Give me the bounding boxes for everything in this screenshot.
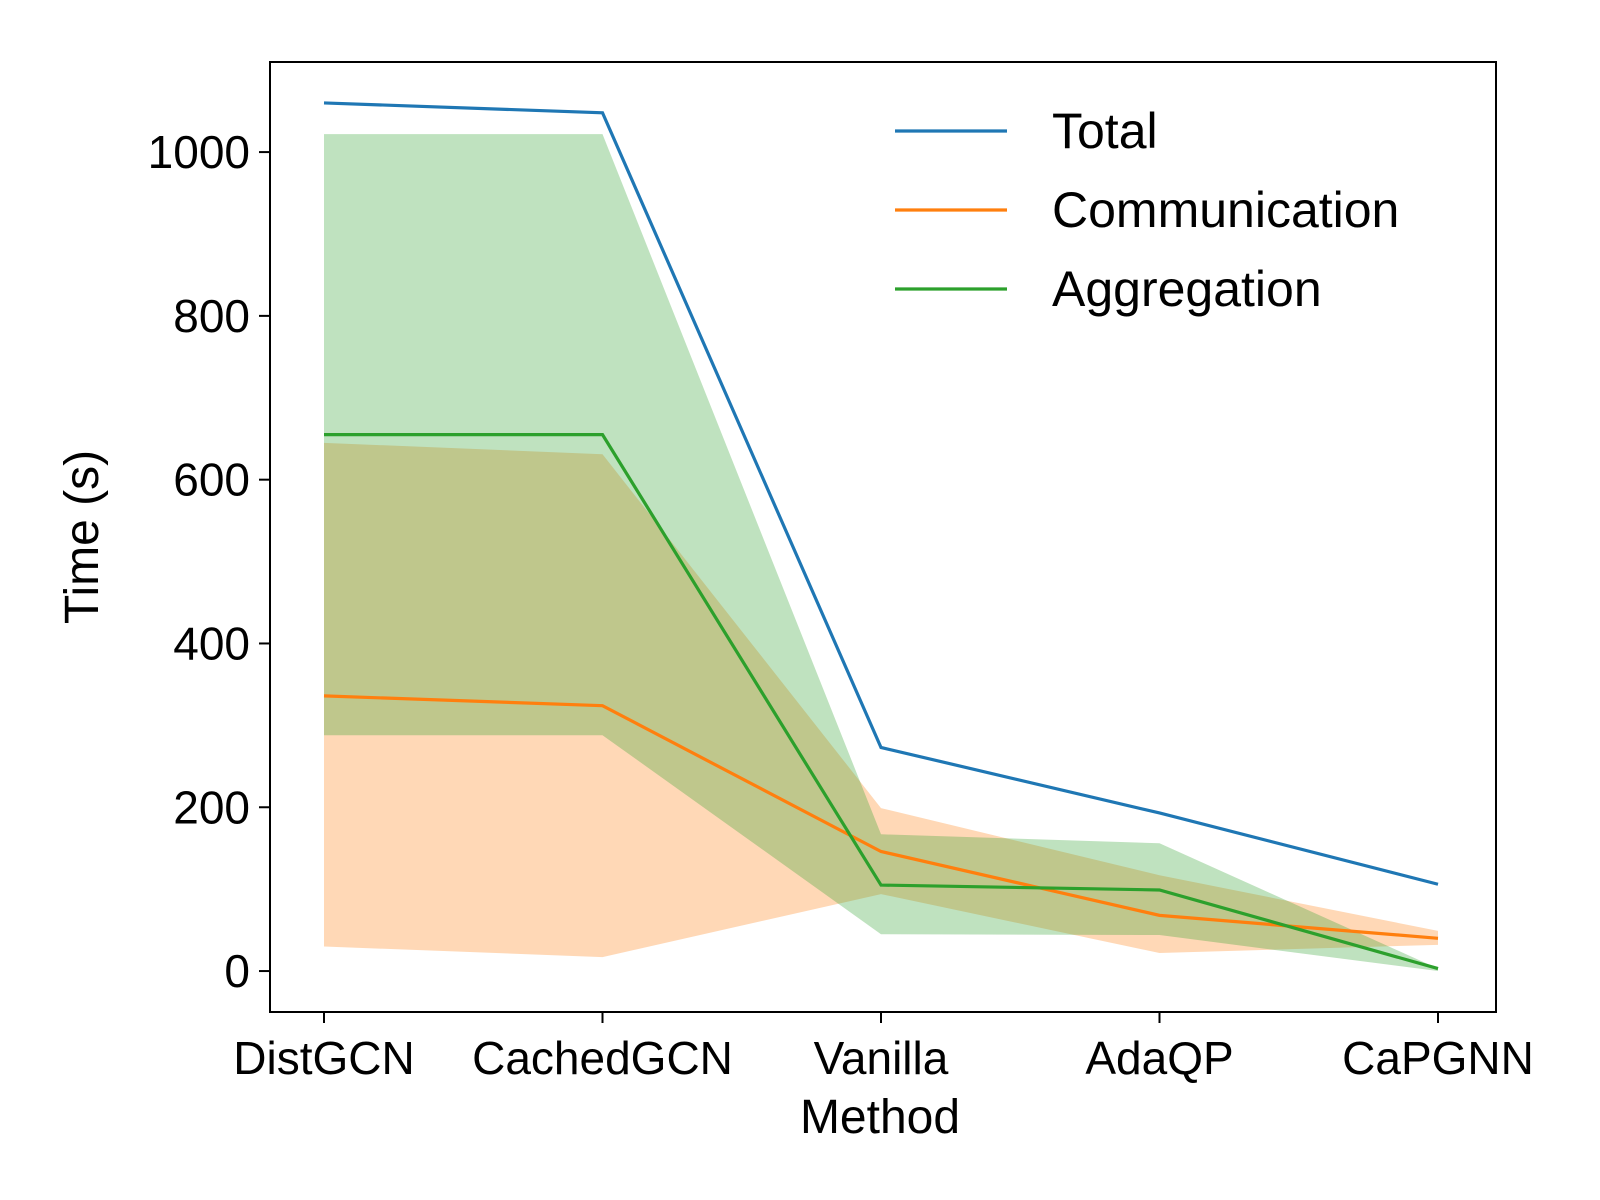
legend-label-communication: Communication	[1052, 182, 1399, 238]
x-axis: DistGCN CachedGCN Vanilla AdaQP CaPGNN	[233, 1012, 1534, 1084]
y-tick-label: 200	[173, 781, 250, 833]
band-aggregation	[324, 134, 1438, 972]
x-tick-label: AdaQP	[1085, 1032, 1233, 1084]
line-total	[323, 101, 1439, 886]
x-tick-label: Vanilla	[814, 1032, 949, 1084]
y-tick-label: 400	[173, 617, 250, 669]
x-axis-label: Method	[800, 1091, 960, 1144]
legend-label-aggregation: Aggregation	[1052, 261, 1322, 317]
x-tick-label: CachedGCN	[472, 1032, 733, 1084]
y-tick-label: 1000	[148, 126, 250, 178]
y-axis-label: Time (s)	[56, 450, 109, 624]
legend: Total Communication Aggregation	[895, 103, 1399, 317]
y-tick-label: 0	[224, 945, 250, 997]
x-tick-label: CaPGNN	[1342, 1032, 1534, 1084]
x-tick-label: DistGCN	[233, 1032, 414, 1084]
series-lines	[323, 101, 1439, 971]
band-communication	[324, 442, 1438, 958]
line-aggregation	[324, 433, 1439, 971]
confidence-bands	[324, 134, 1438, 972]
y-tick-label: 800	[173, 290, 250, 342]
line-communication	[323, 694, 1439, 940]
y-tick-label: 600	[173, 454, 250, 506]
plot-frame	[269, 61, 1497, 1013]
legend-label-total: Total	[1052, 103, 1158, 159]
y-axis: 0 200 400 600 800 1000	[148, 126, 270, 997]
